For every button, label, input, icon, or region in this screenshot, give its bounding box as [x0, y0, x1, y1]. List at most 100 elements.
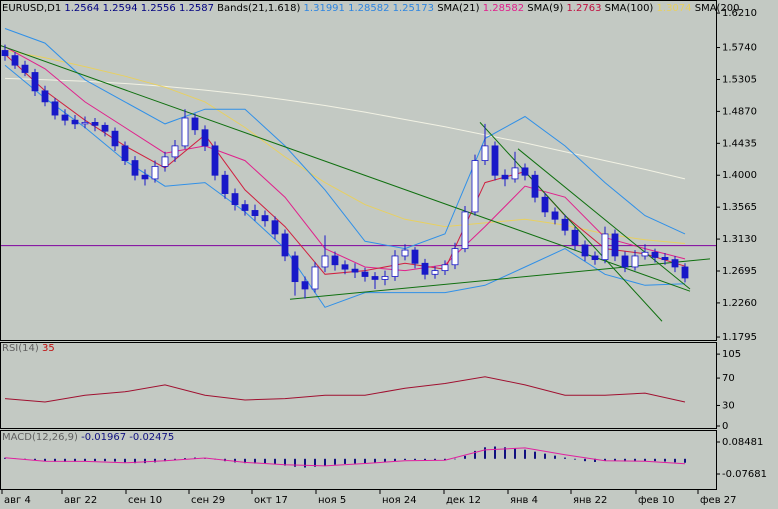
- macd-bar: [74, 458, 76, 462]
- macd-bar: [234, 458, 236, 463]
- candle-body: [271, 220, 279, 235]
- macd-value: -0.01967: [81, 432, 126, 443]
- macd-bar: [284, 458, 286, 466]
- candle-body: [391, 255, 399, 277]
- rsi-line: [4, 376, 686, 403]
- header-item: 1.2556: [141, 3, 176, 14]
- macd-bar: [374, 458, 376, 463]
- rsi-label: RSI(14): [2, 343, 39, 354]
- header-item: 1.2564: [64, 3, 99, 14]
- candle-body: [241, 204, 249, 211]
- macd-signal-line: [4, 447, 686, 467]
- x-tick-label: ноя 24: [382, 495, 417, 506]
- macd-bar: [274, 458, 276, 465]
- candle-body: [431, 270, 439, 275]
- macd-bar: [504, 447, 506, 459]
- candle-body: [231, 193, 239, 205]
- macd-bar: [424, 458, 426, 461]
- macd-bar: [684, 458, 686, 463]
- macd-bar: [554, 455, 556, 459]
- candle-body: [641, 251, 649, 257]
- candle-body: [251, 210, 259, 216]
- header-item: 1.2763: [566, 3, 601, 14]
- macd-bar: [484, 447, 486, 459]
- y-tick-label: 1.4870: [722, 106, 757, 117]
- macd-bar: [304, 458, 306, 468]
- candle-body: [471, 160, 479, 213]
- macd-bar: [104, 458, 106, 462]
- macd-bar: [164, 458, 166, 462]
- candle-body: [411, 249, 419, 264]
- macd-bar: [114, 458, 116, 462]
- candle-body: [401, 249, 409, 257]
- header-item: 1.28582: [348, 3, 389, 14]
- candle-body: [281, 233, 289, 257]
- macd-label: MACD(12,26,9): [2, 432, 78, 443]
- marks: 1.6210 1.5740 1.5305 1.4870 1.4435 1.4000 1.35…: [0, 8, 767, 506]
- macd-bar: [494, 446, 496, 459]
- candle-body: [221, 174, 229, 194]
- candle-body: [521, 167, 529, 176]
- candle-body: [421, 262, 429, 275]
- trend-line: [0, 44, 691, 292]
- candle-body: [1, 50, 9, 57]
- macd-bar: [64, 458, 66, 462]
- candle-body: [361, 271, 369, 277]
- y-tick-label: 0: [722, 421, 728, 432]
- candle-body: [111, 130, 119, 147]
- candle-body: [321, 255, 329, 268]
- candle-body: [31, 72, 39, 92]
- macd-bar: [334, 458, 336, 465]
- macd-bar: [644, 458, 646, 462]
- x-tick-label: фев 27: [700, 495, 737, 506]
- header-item: 1.25173: [393, 3, 434, 14]
- rsi-header: RSI(14) 35: [2, 343, 55, 354]
- candle-body: [191, 117, 199, 131]
- macd-bar: [604, 458, 606, 461]
- macd-bar: [474, 450, 476, 459]
- x-tick-label: сен 29: [191, 495, 225, 506]
- candle-body: [571, 229, 579, 246]
- macd-bar: [354, 458, 356, 464]
- header-item: EURUSD,D1: [2, 3, 61, 14]
- candle-body: [561, 218, 569, 231]
- header-item: 1.28582: [483, 3, 524, 14]
- candle-body: [201, 129, 209, 147]
- macd-bar: [654, 458, 656, 462]
- header-item: SMA(9): [527, 3, 563, 14]
- candle-body: [91, 121, 99, 126]
- macd-bar: [324, 458, 326, 466]
- candle-body: [371, 276, 379, 280]
- y-tick-label: 0.08481: [722, 437, 763, 448]
- macd-bar: [454, 458, 456, 460]
- macd-bar: [534, 451, 536, 459]
- x-tick-label: ноя 5: [318, 495, 346, 506]
- trend-line: [517, 148, 691, 290]
- candle-body: [331, 255, 339, 266]
- x-tick-label: дек 12: [446, 495, 481, 506]
- macd-bar: [444, 458, 446, 460]
- x-tick-label: фев 10: [638, 495, 675, 506]
- macd-bar: [144, 458, 146, 464]
- macd-bar: [294, 458, 296, 467]
- macd-bar: [414, 458, 416, 460]
- candle-body: [601, 233, 609, 261]
- header-item: 1.2587: [179, 3, 214, 14]
- indicator-line: [4, 64, 686, 308]
- candle-body: [511, 167, 519, 180]
- candle-body: [621, 255, 629, 268]
- candle-body: [301, 281, 309, 290]
- macd-bar: [524, 449, 526, 459]
- macd-bar: [134, 458, 136, 464]
- macd-bar: [514, 448, 516, 459]
- header-item: 1.3074: [657, 3, 692, 14]
- chart-header: EURUSD,D1 1.2564 1.2594 1.2556 1.2587 Ba…: [2, 3, 740, 14]
- candle-body: [101, 124, 109, 132]
- candle-body: [531, 174, 539, 198]
- candle-body: [671, 259, 679, 268]
- macd-bar: [94, 458, 96, 462]
- y-tick-label: 1.3130: [722, 234, 757, 245]
- macd-bar: [614, 458, 616, 461]
- candle-body: [661, 257, 669, 261]
